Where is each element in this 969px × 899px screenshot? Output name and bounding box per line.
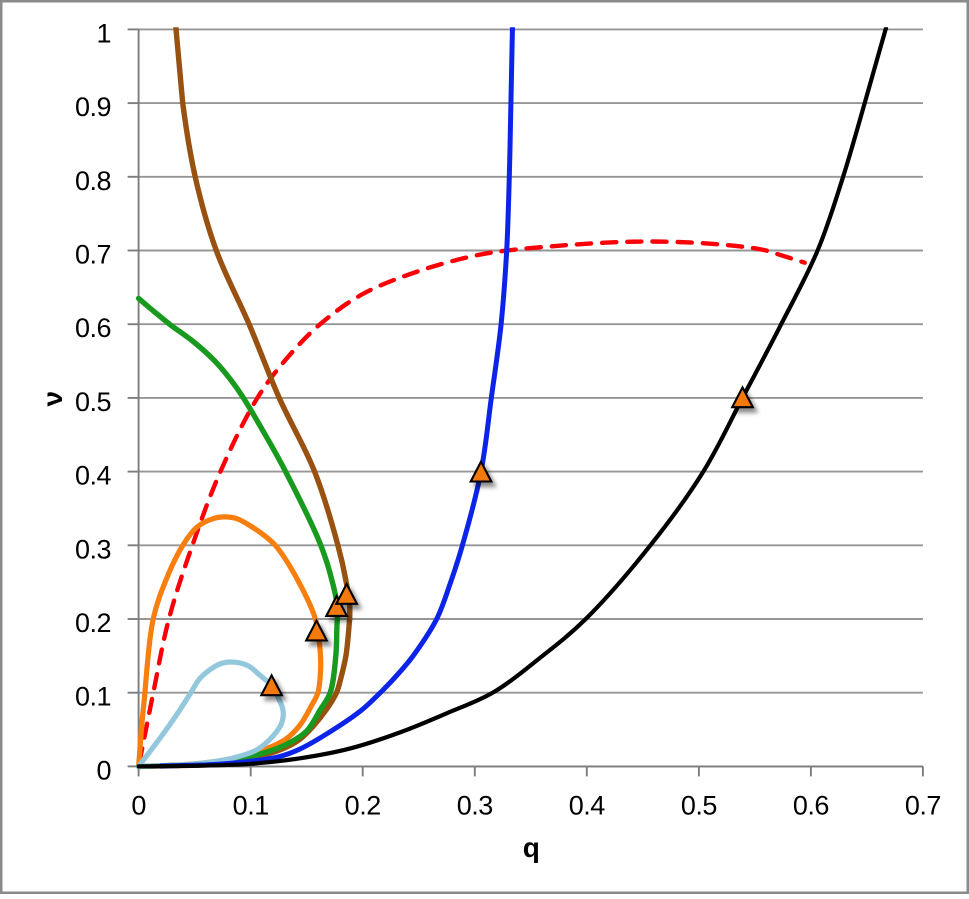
svg-text:0.1: 0.1 [233,791,269,821]
svg-text:0.3: 0.3 [75,534,111,564]
svg-text:0: 0 [131,791,146,821]
svg-text:ν: ν [37,391,68,406]
svg-text:0: 0 [96,755,111,785]
svg-text:0.7: 0.7 [905,791,941,821]
svg-text:0.6: 0.6 [75,313,111,343]
svg-text:0.9: 0.9 [75,92,111,122]
svg-text:0.1: 0.1 [75,682,111,712]
svg-text:0.8: 0.8 [75,166,111,196]
svg-text:0.7: 0.7 [75,240,111,270]
svg-text:0.3: 0.3 [457,791,493,821]
svg-text:0.4: 0.4 [75,461,112,491]
svg-text:0.5: 0.5 [75,387,111,417]
svg-text:0.6: 0.6 [793,791,829,821]
svg-text:1: 1 [96,18,111,48]
svg-text:0.5: 0.5 [681,791,717,821]
svg-text:0.2: 0.2 [75,608,111,638]
svg-text:0.2: 0.2 [345,791,381,821]
svg-text:q: q [523,832,540,863]
svg-text:0.4: 0.4 [569,791,606,821]
